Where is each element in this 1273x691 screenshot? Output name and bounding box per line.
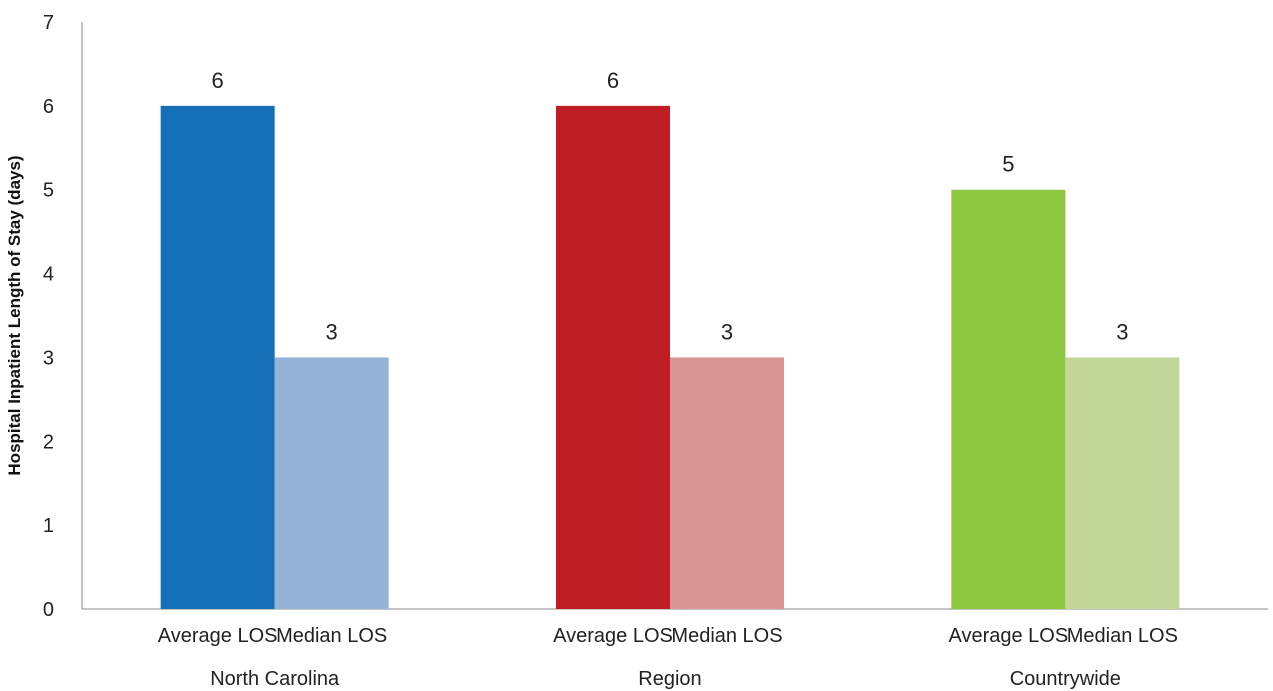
x-tick-label: Average LOS xyxy=(948,625,1068,647)
y-tick-label: 7 xyxy=(43,12,54,34)
x-tick-label: Median LOS xyxy=(671,625,782,647)
y-tick-label: 5 xyxy=(43,180,54,202)
data-label: 5 xyxy=(1002,152,1014,177)
data-label: 6 xyxy=(607,68,619,93)
data-label: 3 xyxy=(1116,319,1128,344)
y-tick-label: 0 xyxy=(43,599,54,621)
x-tick-label: Average LOS xyxy=(553,625,673,647)
group-label: North Carolina xyxy=(210,668,340,690)
group-label: Countrywide xyxy=(1010,668,1121,690)
data-label: 3 xyxy=(326,319,338,344)
data-label: 6 xyxy=(212,68,224,93)
bar xyxy=(670,357,784,609)
bar xyxy=(160,105,275,609)
x-tick-label: Median LOS xyxy=(1067,625,1178,647)
y-tick-label: 3 xyxy=(43,347,54,369)
x-tick-label: Median LOS xyxy=(276,625,387,647)
y-tick-label: 2 xyxy=(43,431,54,453)
y-tick-label: 6 xyxy=(43,96,54,118)
bar xyxy=(1065,357,1180,609)
bars xyxy=(160,105,1180,609)
bar xyxy=(274,357,389,609)
group-labels: North Carolina Region Countrywide xyxy=(210,668,1121,690)
data-label: 3 xyxy=(721,319,733,344)
x-tick-label: Average LOS xyxy=(158,625,278,647)
data-labels: 6 3 6 3 5 3 xyxy=(212,68,1129,345)
bar xyxy=(951,189,1066,609)
y-tick-label: 1 xyxy=(43,515,54,537)
y-tick-labels: 0 1 2 3 4 5 6 7 xyxy=(43,12,54,621)
group-label: Region xyxy=(638,668,701,690)
bar xyxy=(556,105,670,609)
y-axis-label: Hospital Inpatient Length of Stay (days) xyxy=(5,155,24,475)
y-tick-label: 4 xyxy=(43,264,54,286)
